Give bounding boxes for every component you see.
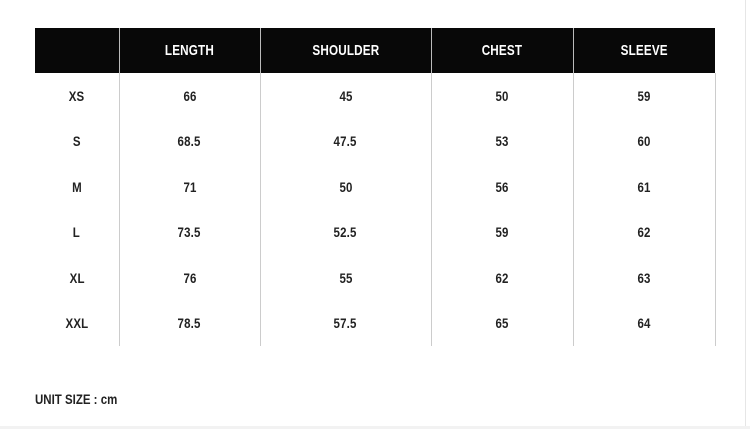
measurement-cell: 56	[430, 164, 573, 210]
table-row: S 68.5 47.5 53 60	[35, 118, 716, 165]
cell-value: 64	[637, 315, 651, 332]
column-header-shoulder: SHOULDER	[259, 28, 431, 73]
size-chart-table: LENGTH SHOULDER CHEST SLEEVE XS 66 45 50 59 S 68.…	[35, 28, 716, 346]
cell-value: 61	[637, 178, 651, 195]
cell-value: 45	[338, 87, 353, 104]
cell-value: 62	[495, 269, 509, 286]
cell-value: 53	[495, 133, 509, 150]
table-row: L 73.5 52.5 59 62	[35, 209, 716, 256]
cell-value: XL	[69, 269, 85, 286]
cell-value: 52.5	[333, 224, 358, 241]
table-row: XS 66 45 50 59	[35, 73, 716, 119]
measurement-cell: 64	[572, 300, 716, 346]
cell-value: 59	[495, 224, 509, 241]
measurement-cell: 59	[430, 209, 573, 255]
cell-value: 50	[338, 178, 353, 195]
cell-value: 63	[637, 269, 651, 286]
measurement-cell: 50	[430, 73, 573, 119]
table-row: XL 76 55 62 63	[35, 255, 716, 301]
measurement-cell: 73.5	[118, 209, 260, 255]
size-label-cell: L	[35, 210, 119, 256]
cell-value: 68.5	[177, 133, 202, 150]
measurement-cell: 57.5	[259, 300, 431, 346]
cell-value: 56	[495, 178, 509, 195]
measurement-cell: 52.5	[259, 209, 431, 255]
cell-value: 57.5	[333, 315, 358, 332]
measurement-cell: 66	[118, 73, 260, 119]
cell-value: 66	[182, 87, 197, 104]
measurement-cell: 53	[430, 118, 573, 164]
measurement-cell: 76	[118, 255, 260, 301]
size-label-cell: M	[35, 164, 119, 210]
size-label-cell: XXL	[35, 301, 119, 347]
cell-value: 59	[637, 87, 651, 104]
size-label-cell: XL	[35, 255, 119, 301]
cell-value: 65	[495, 315, 509, 332]
column-header-length: LENGTH	[118, 28, 260, 73]
unit-size-note: UNIT SIZE : cm	[35, 391, 118, 407]
column-header-label: SLEEVE	[620, 42, 668, 59]
measurement-cell: 78.5	[118, 300, 260, 346]
cell-value: S	[72, 133, 81, 150]
column-header-label: LENGTH	[164, 42, 215, 59]
measurement-cell: 60	[572, 118, 716, 164]
column-header-label: SHOULDER	[312, 42, 379, 59]
table-row: M 71 50 56 61	[35, 164, 716, 210]
measurement-cell: 47.5	[259, 118, 431, 164]
column-header-sleeve: SLEEVE	[572, 28, 715, 73]
measurement-cell: 62	[430, 255, 573, 301]
cell-value: 73.5	[177, 224, 202, 241]
cell-value: XS	[68, 87, 85, 104]
cell-value: 60	[637, 133, 651, 150]
cell-value: 78.5	[177, 315, 202, 332]
cell-value: M	[71, 178, 82, 195]
measurement-cell: 50	[259, 164, 431, 210]
size-label-cell: XS	[35, 73, 119, 119]
cell-value: 50	[495, 87, 509, 104]
measurement-cell: 68.5	[118, 118, 260, 164]
table-row: XXL 78.5 57.5 65 64	[35, 300, 716, 347]
cell-value: 62	[637, 224, 651, 241]
cell-value: 55	[338, 269, 353, 286]
column-header-chest: CHEST	[430, 28, 573, 73]
measurement-cell: 65	[430, 300, 573, 346]
measurement-cell: 63	[572, 255, 716, 301]
measurement-cell: 55	[259, 255, 431, 301]
measurement-cell: 45	[259, 73, 431, 119]
header-row: LENGTH SHOULDER CHEST SLEEVE	[35, 28, 715, 73]
measurement-cell: 59	[572, 73, 716, 119]
cell-value: XXL	[65, 315, 89, 332]
measurement-cell: 62	[572, 209, 716, 255]
bottom-divider	[0, 426, 750, 429]
column-header-label: CHEST	[481, 42, 523, 59]
cell-value: 71	[182, 178, 197, 195]
cell-value: L	[73, 224, 81, 241]
size-label-cell: S	[35, 119, 119, 165]
measurement-cell: 71	[118, 164, 260, 210]
column-header-size	[35, 28, 119, 73]
cell-value: 76	[182, 269, 197, 286]
cell-value: 47.5	[333, 133, 358, 150]
measurement-cell: 61	[572, 164, 716, 210]
